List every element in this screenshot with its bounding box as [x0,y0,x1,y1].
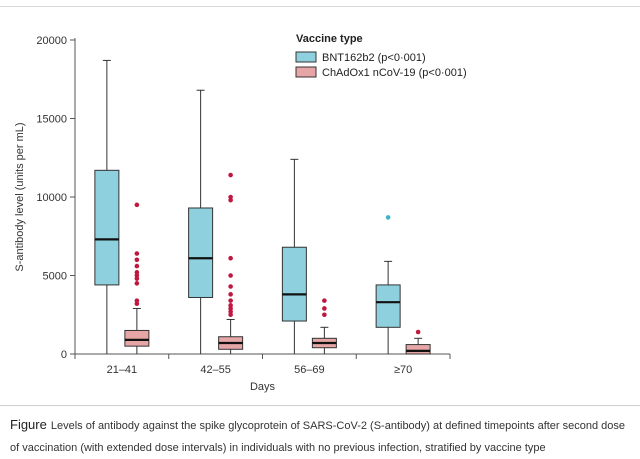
bnt-box [94,169,120,286]
chadox-outlier [228,284,233,289]
chadox-outlier [228,292,233,297]
y-axis-title: S-antibody level (units per mL) [14,122,26,271]
chadox-outlier [134,263,140,269]
chadox-outlier [322,298,327,303]
x-tick-label: 56–69 [294,364,325,376]
chadox-outlier [134,270,140,275]
chadox-outlier [322,312,327,318]
legend-swatch [295,51,317,63]
caption-divider [0,405,640,406]
chadox-outlier [228,194,233,200]
bnt-box [281,246,307,322]
legend-label: ChAdOx1 nCoV-19 (p<0·001) [322,67,467,79]
chadox-outlier [228,303,233,308]
chadox-box [405,344,431,355]
y-tick-label: 20000 [36,35,67,47]
y-tick-label: 15000 [36,114,67,126]
chadox-outlier [322,306,327,311]
legend-title: Vaccine type [296,33,363,45]
chadox-outlier [134,202,140,208]
bnt-box [375,284,401,328]
legend-label: BNT162b2 (p<0·001) [322,52,426,64]
bnt-outlier [385,215,391,220]
caption-text: Levels of antibody against the spike gly… [10,420,626,454]
chadox-outlier [228,273,233,278]
chadox-outlier [228,298,233,303]
y-tick-label: 10000 [36,192,67,204]
chadox-outlier [134,298,140,303]
bnt-box [188,207,214,298]
box-plot-chart: 0 5000 10000 15000 20000 21–41 42–55 56–69 ≥70 Da… [14,33,467,393]
x-axis-title: Days [250,381,276,393]
figure-caption: Figure Levels of antibody against the spi… [10,414,630,459]
chadox-outlier [228,255,233,261]
y-tick-label: 5000 [43,271,67,283]
chadox-outlier [134,281,140,286]
y-tick-label: 0 [61,349,67,361]
chadox-box [124,329,150,347]
x-tick-label: 21–41 [107,364,138,376]
chadox-outlier [134,251,140,256]
caption-lead: Figure [10,417,47,432]
legend-swatch [295,66,317,78]
top-divider [0,6,640,7]
chadox-outlier [134,257,140,263]
chadox-outlier [228,172,233,178]
x-tick-label: ≥70 [394,364,412,376]
chadox-outlier [415,329,421,335]
x-tick-label: 42–55 [200,364,231,376]
